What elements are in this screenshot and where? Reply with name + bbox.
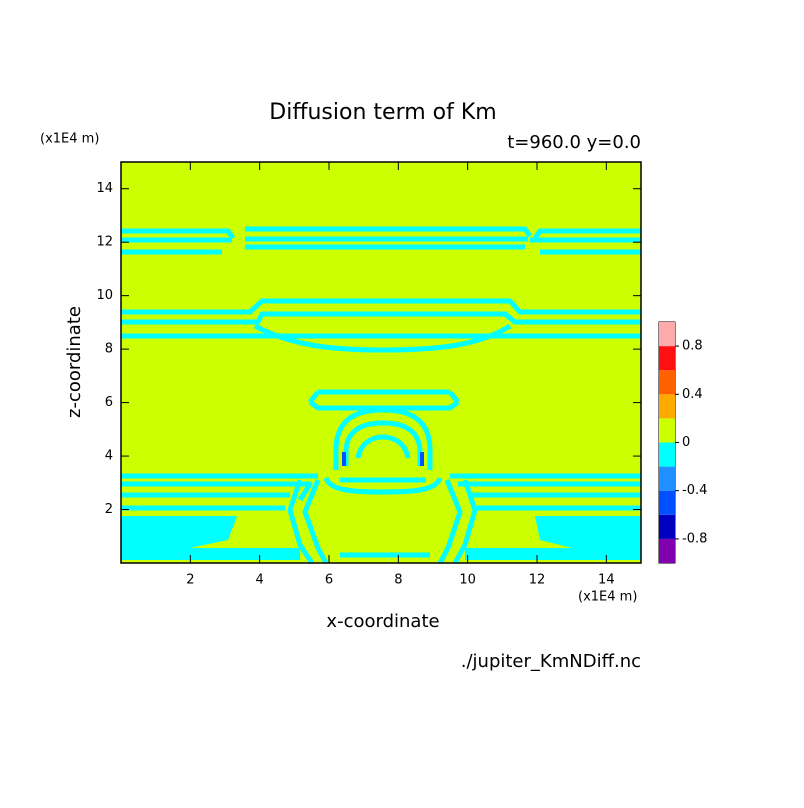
colorbar-box	[659, 466, 675, 491]
colorbar-box	[659, 514, 675, 539]
colorbar-box	[659, 346, 675, 371]
source-file: ./jupiter_KmNDiff.nc	[461, 651, 641, 672]
y-tick-label: 14	[96, 181, 113, 196]
colorbar-box	[659, 490, 675, 515]
contour-band	[121, 162, 641, 563]
colorbar-tick-label: -0.4	[682, 483, 707, 498]
chart-title: Diffusion term of Km	[269, 100, 496, 125]
colorbar-tick-label: 0.8	[682, 339, 703, 354]
chart-subtitle: t=960.0 y=0.0	[507, 132, 641, 153]
contour-field	[121, 162, 641, 565]
x-tick-label: 8	[394, 573, 402, 588]
x-tick-label: 6	[325, 573, 333, 588]
y-tick-label: 4	[105, 449, 113, 464]
colorbar-box	[659, 538, 675, 563]
colorbar-box	[659, 370, 675, 395]
x-tick-label: 10	[459, 573, 476, 588]
contour-band	[342, 452, 424, 466]
plot-frame	[120, 161, 642, 564]
y-unit: (x1E4 m)	[40, 132, 99, 147]
x-axis-label: x-coordinate	[326, 611, 439, 632]
y-tick-label: 8	[105, 342, 113, 357]
x-tick-label: 12	[529, 573, 546, 588]
colorbar-box	[659, 418, 675, 443]
y-tick-label: 2	[105, 502, 113, 517]
contour-band	[121, 226, 641, 565]
colorbar-box	[659, 442, 675, 467]
x-tick-label: 4	[256, 573, 264, 588]
colorbar-box	[659, 322, 675, 347]
y-tick-label: 12	[96, 235, 113, 250]
x-unit: (x1E4 m)	[578, 590, 637, 605]
x-tick-label: 2	[186, 573, 194, 588]
colorbar-tick-label: 0	[682, 435, 690, 450]
y-axis-label: z-coordinate	[64, 306, 85, 418]
x-tick-label: 14	[598, 573, 615, 588]
colorbar-box	[659, 394, 675, 419]
colorbar-tick-label: -0.8	[682, 531, 707, 546]
y-tick-label: 10	[96, 288, 113, 303]
y-tick-label: 6	[105, 395, 113, 410]
colorbar-tick-label: 0.4	[682, 387, 703, 402]
